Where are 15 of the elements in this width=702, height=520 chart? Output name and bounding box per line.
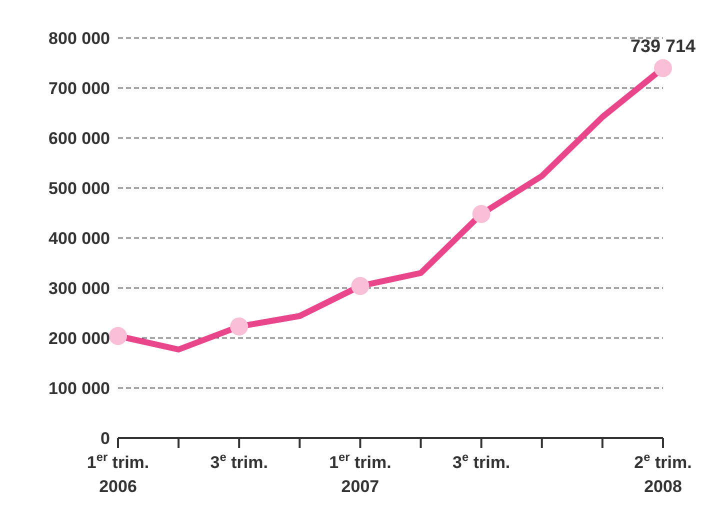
x-tick-label: 3$^{e}$ trim. <box>452 450 510 472</box>
data-label: 739 714 <box>630 36 696 56</box>
y-tick-label: 800 000 <box>48 29 110 48</box>
x-tick-label: 2$^{e}$ trim. 2008 <box>634 450 692 496</box>
y-tick-label: 700 000 <box>48 79 110 98</box>
y-tick-label: 600 000 <box>48 129 110 148</box>
x-tick-label: 1$^{er}$ trim. 2007 <box>329 450 392 496</box>
y-tick-label: 400 000 <box>48 229 110 248</box>
y-tick-label: 0 <box>100 429 110 448</box>
y-tick-label: 500 000 <box>48 179 110 198</box>
x-tick-label: 3$^{e}$ trim. <box>210 450 268 472</box>
y-tick-label: 300 000 <box>48 279 110 298</box>
y-tick-label: 200 000 <box>48 329 110 348</box>
y-tick-label: 100 000 <box>48 379 110 398</box>
x-tick-label: 1$^{er}$ trim. 2006 <box>86 450 150 496</box>
